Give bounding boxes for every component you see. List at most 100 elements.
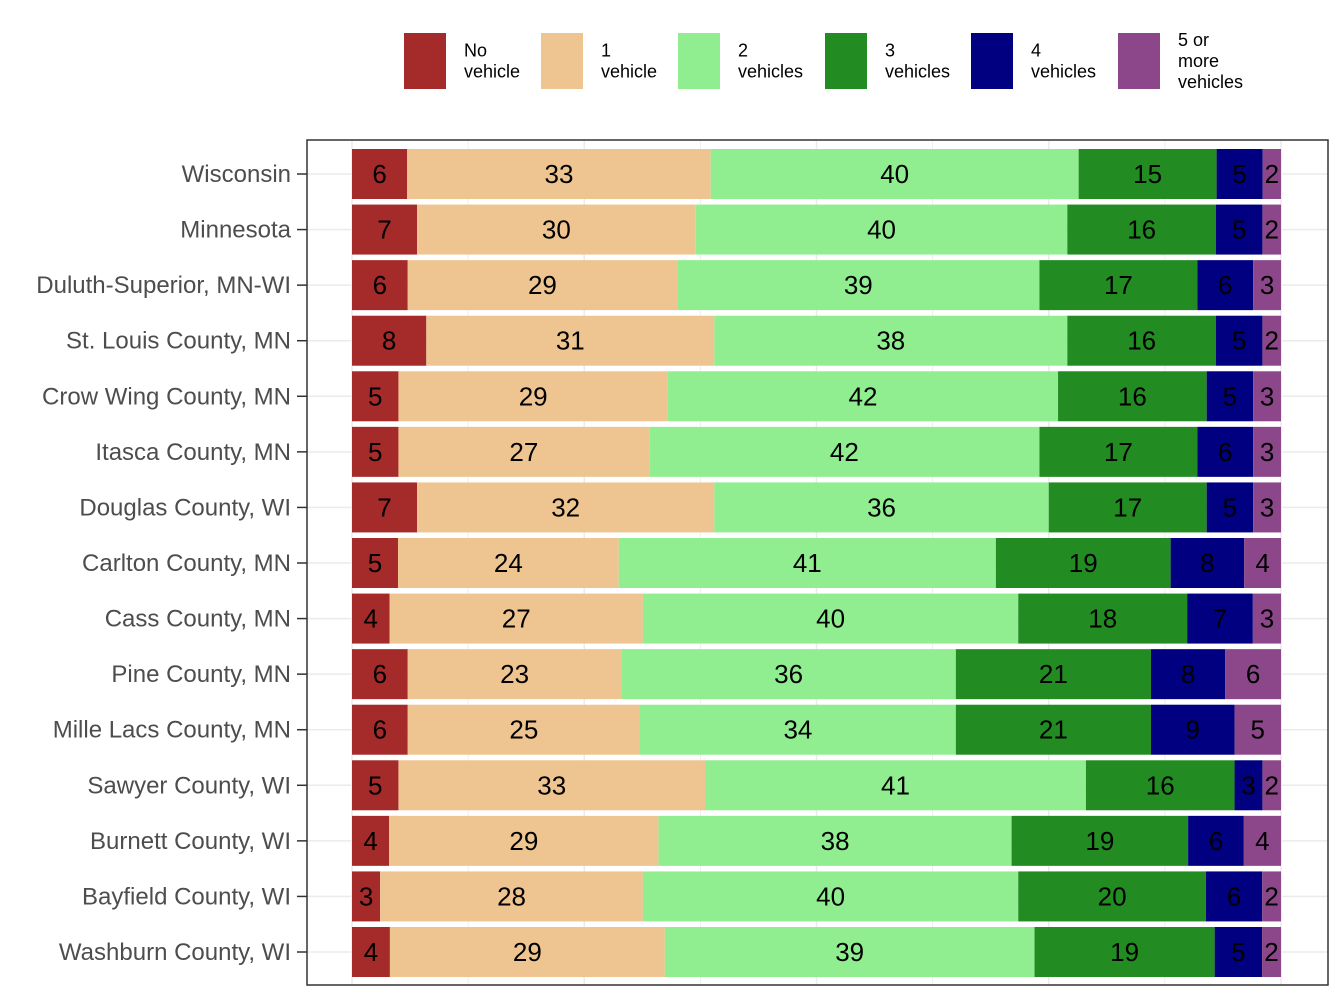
data-label: 25	[509, 715, 538, 745]
bar-segment	[1262, 927, 1281, 977]
legend-key	[1118, 33, 1160, 89]
data-label: 8	[1181, 659, 1195, 689]
data-label: 8	[382, 326, 396, 356]
data-label: 16	[1127, 326, 1156, 356]
data-label: 5	[1223, 381, 1237, 411]
bar-segment	[710, 149, 1079, 199]
data-label: 2	[1264, 215, 1278, 245]
data-label: 4	[363, 826, 377, 856]
bar-segment	[621, 649, 956, 700]
y-tick-label: Itasca County, MN	[95, 439, 291, 466]
bar-segment	[1048, 482, 1207, 533]
bar-segment	[695, 204, 1068, 255]
legend-item: 2 vehicles	[678, 33, 803, 89]
data-label: 4	[364, 937, 378, 967]
bar-segment	[1205, 871, 1263, 922]
legend-label: 1 vehicle	[601, 41, 657, 82]
bar-segment	[1150, 649, 1226, 700]
data-label: 16	[1127, 215, 1156, 245]
bar-segment	[380, 871, 643, 922]
bar-segment	[705, 760, 1086, 811]
bar-segment	[642, 871, 1019, 922]
bar-segment	[1034, 927, 1215, 977]
bar-segment	[1253, 426, 1281, 477]
data-label: 23	[500, 659, 529, 689]
plot-border	[306, 139, 1329, 986]
bar-segment	[1039, 260, 1198, 311]
legend-item: No vehicle	[404, 33, 520, 89]
bar-segment	[955, 649, 1151, 700]
data-label: 6	[1218, 270, 1232, 300]
bar-segment	[352, 704, 408, 755]
bar-segment	[397, 538, 619, 588]
bar-segment	[398, 760, 706, 811]
bar-segment	[1206, 371, 1254, 422]
bar-segment	[1214, 927, 1263, 977]
bar-segment	[389, 593, 643, 644]
legend-label: No vehicle	[464, 41, 520, 82]
data-label: 41	[881, 770, 910, 800]
bar-segment	[1197, 260, 1254, 311]
legend-key	[541, 33, 583, 89]
bar-segment	[426, 315, 715, 366]
data-label: 32	[551, 492, 580, 522]
data-label: 19	[1110, 937, 1139, 967]
data-label: 7	[377, 492, 391, 522]
data-label: 39	[844, 270, 873, 300]
bar-segment	[1253, 482, 1281, 533]
data-label: 5	[1232, 215, 1246, 245]
data-label: 6	[373, 270, 387, 300]
bar-segment	[1262, 760, 1281, 811]
y-tick-label: Sawyer County, WI	[87, 772, 291, 799]
data-label: 28	[497, 881, 526, 911]
bar-segment	[1262, 149, 1281, 199]
data-label: 3	[1260, 270, 1274, 300]
bar-segment	[1011, 815, 1189, 866]
bar-segment	[352, 649, 408, 700]
data-label: 7	[377, 215, 391, 245]
data-label: 17	[1104, 270, 1133, 300]
data-label: 36	[867, 492, 896, 522]
bar-segment	[352, 315, 427, 366]
data-label: 2	[1264, 326, 1278, 356]
bar-segment	[407, 149, 711, 199]
bar-segment	[667, 371, 1059, 422]
y-tick-label: Crow Wing County, MN	[42, 383, 291, 410]
bar-segment	[389, 815, 659, 866]
data-label: 40	[867, 215, 896, 245]
data-label: 38	[876, 326, 905, 356]
bar-segment	[352, 538, 398, 588]
bar-segment	[407, 704, 640, 755]
data-label: 3	[1260, 437, 1274, 467]
legend-key	[825, 33, 867, 89]
y-tick-label: Pine County, MN	[111, 661, 291, 688]
bar-segment	[352, 149, 408, 199]
data-label: 6	[1218, 437, 1232, 467]
data-label: 31	[556, 326, 585, 356]
data-label: 3	[1241, 770, 1255, 800]
bar-segment	[389, 927, 665, 977]
data-label: 6	[372, 159, 386, 189]
bar-segment	[664, 927, 1035, 977]
data-label: 5	[368, 381, 382, 411]
bar-segment	[417, 482, 715, 533]
bar-segment	[642, 593, 1019, 644]
bar-segment	[1244, 538, 1281, 588]
data-label: 4	[1255, 826, 1269, 856]
data-label: 41	[793, 548, 822, 578]
bar-segment	[398, 371, 668, 422]
bar-segment	[995, 538, 1171, 588]
bar-segment	[649, 426, 1040, 477]
legend-item: 1 vehicle	[541, 33, 657, 89]
data-label: 16	[1118, 381, 1147, 411]
data-label: 27	[509, 437, 538, 467]
bar-segment	[1018, 593, 1188, 644]
data-label: 15	[1133, 159, 1162, 189]
legend-item: 4 vehicles	[971, 33, 1096, 89]
bar-segment	[1234, 704, 1281, 755]
legend-key	[404, 33, 446, 89]
bar-segment	[1216, 149, 1263, 199]
bar-segment	[618, 538, 996, 588]
data-label: 24	[494, 548, 523, 578]
